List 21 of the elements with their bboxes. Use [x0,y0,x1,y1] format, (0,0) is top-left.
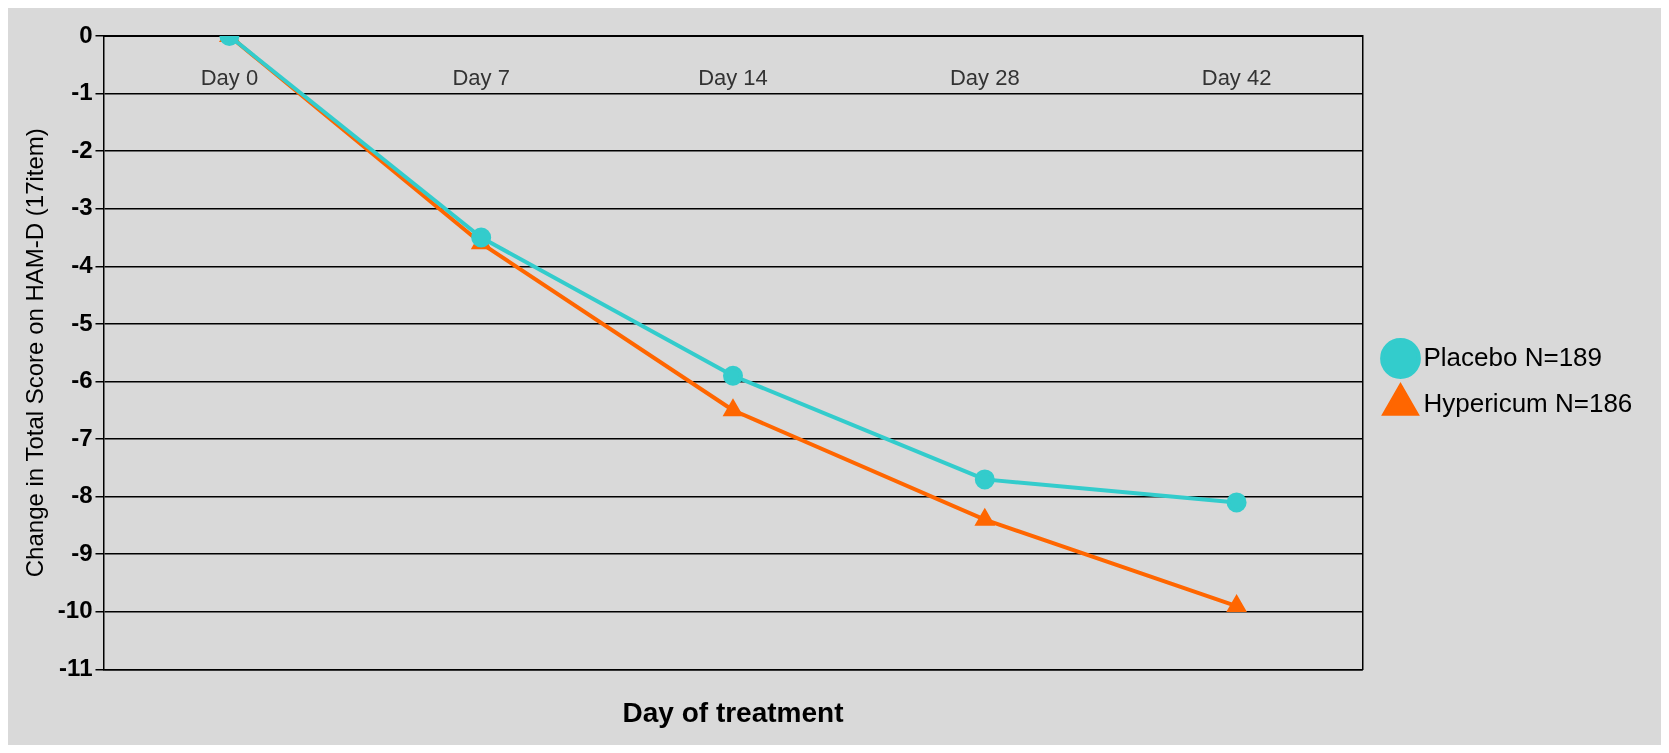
x-tick-label: Day 28 [949,65,1020,91]
y-axis-title: Change in Total Score on HAM-D (17item) [21,128,49,578]
x-tick-label: Day 42 [1201,65,1272,91]
y-tick-label: -7 [71,423,93,451]
y-tick-label: -2 [71,135,93,163]
y-tick-label: -9 [71,538,93,566]
y-tick-label: -10 [57,596,93,624]
legend-label: Hypericum N=186 [1423,387,1633,418]
y-tick-label: -8 [71,481,93,509]
y-tick-label: -6 [71,366,93,394]
y-tick-label: -5 [71,308,93,336]
x-tick-label: Day 0 [200,65,259,91]
y-tick-label: -11 [59,654,93,682]
y-tick-label: -3 [71,193,93,221]
y-tick-label: 0 [79,20,93,48]
x-tick-label: Day 7 [452,65,510,91]
y-tick-label: -4 [71,250,94,278]
y-tick-label: -1 [71,78,93,106]
x-tick-label: Day 14 [698,65,768,91]
legend-label: Placebo N=189 [1423,341,1603,372]
x-axis-title: Day of treatment [622,696,844,728]
